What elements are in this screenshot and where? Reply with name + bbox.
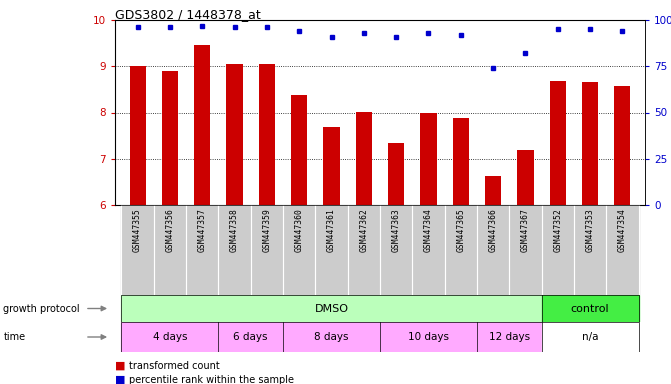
Bar (259, 64, 275, 205)
Bar (541, 322, 639, 352)
Bar (121, 205, 154, 295)
Text: GSM447362: GSM447362 (360, 208, 368, 252)
Text: 12 days: 12 days (488, 332, 530, 342)
Text: GSM447355: GSM447355 (133, 208, 142, 252)
Text: GSM447353: GSM447353 (586, 208, 595, 252)
Text: GSM447357: GSM447357 (198, 208, 207, 252)
Bar (186, 205, 219, 295)
Bar (315, 205, 348, 295)
Bar (606, 205, 639, 295)
Text: DMSO: DMSO (315, 303, 348, 313)
Bar (453, 118, 469, 205)
Text: 4 days: 4 days (153, 332, 187, 342)
Text: GSM447363: GSM447363 (392, 208, 401, 252)
Bar (130, 66, 146, 205)
Bar (227, 64, 243, 205)
Bar (574, 205, 606, 295)
Bar (380, 322, 477, 352)
Bar (323, 127, 340, 205)
Text: percentile rank within the sample: percentile rank within the sample (129, 375, 294, 384)
Text: GSM447361: GSM447361 (327, 208, 336, 252)
Bar (219, 322, 283, 352)
Text: time: time (3, 332, 25, 342)
Bar (380, 205, 412, 295)
Bar (162, 71, 178, 205)
Text: GSM447352: GSM447352 (554, 208, 562, 252)
Text: 10 days: 10 days (408, 332, 449, 342)
Text: ■: ■ (115, 361, 129, 371)
Text: control: control (571, 303, 609, 313)
Text: GSM447360: GSM447360 (295, 208, 304, 252)
Bar (348, 205, 380, 295)
Bar (251, 205, 283, 295)
Text: GSM447367: GSM447367 (521, 208, 530, 252)
Bar (485, 176, 501, 205)
Text: transformed count: transformed count (129, 361, 219, 371)
Bar (154, 205, 186, 295)
Bar (283, 205, 315, 295)
Text: 8 days: 8 days (314, 332, 349, 342)
Text: GSM447364: GSM447364 (424, 208, 433, 252)
Text: GSM447356: GSM447356 (166, 208, 174, 252)
Text: GSM447358: GSM447358 (230, 208, 239, 252)
Bar (477, 322, 541, 352)
Bar (121, 322, 219, 352)
Text: growth protocol: growth protocol (3, 303, 80, 313)
Text: ■: ■ (115, 375, 129, 384)
Bar (219, 205, 251, 295)
Bar (291, 95, 307, 205)
Bar (517, 151, 533, 205)
Bar (388, 144, 404, 205)
Text: GSM447366: GSM447366 (488, 208, 498, 252)
Bar (582, 83, 598, 205)
Bar (445, 205, 477, 295)
Bar (541, 205, 574, 295)
Bar (477, 205, 509, 295)
Bar (541, 295, 639, 322)
Text: n/a: n/a (582, 332, 599, 342)
Bar (356, 112, 372, 205)
Bar (194, 45, 210, 205)
Bar (550, 81, 566, 205)
Text: GDS3802 / 1448378_at: GDS3802 / 1448378_at (115, 8, 261, 21)
Text: GSM447354: GSM447354 (618, 208, 627, 252)
Text: 6 days: 6 days (234, 332, 268, 342)
Text: GSM447365: GSM447365 (456, 208, 465, 252)
Text: GSM447359: GSM447359 (262, 208, 271, 252)
Bar (421, 113, 437, 205)
Bar (283, 322, 380, 352)
Bar (509, 205, 541, 295)
Bar (121, 295, 541, 322)
Bar (614, 86, 631, 205)
Bar (412, 205, 445, 295)
